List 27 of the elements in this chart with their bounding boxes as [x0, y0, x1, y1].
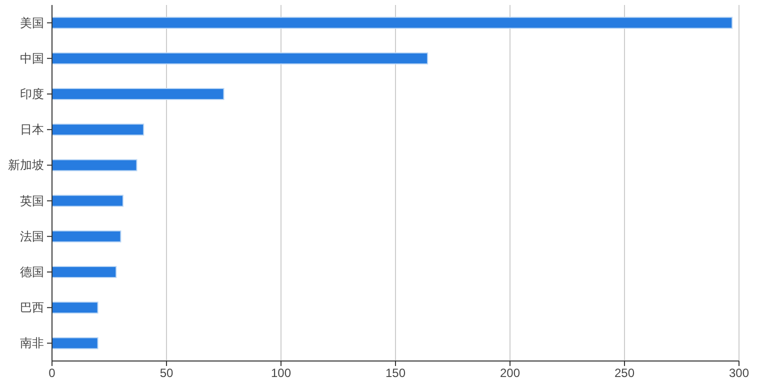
y-tick-label: 法国	[20, 229, 44, 244]
bar	[52, 337, 98, 350]
bar	[52, 302, 98, 314]
x-tick-label: 250	[614, 366, 635, 380]
y-tick-label: 巴西	[20, 300, 44, 315]
bar	[52, 16, 733, 29]
bar	[52, 124, 144, 136]
x-tick-label: 300	[728, 366, 750, 380]
y-tick-label: 新加坡	[8, 158, 44, 172]
x-tick-label: 200	[500, 366, 520, 380]
y-tick-label: 日本	[20, 122, 44, 137]
y-tick-label: 中国	[20, 51, 44, 66]
y-tick-label: 南非	[20, 336, 44, 350]
x-tick-label: 50	[160, 366, 174, 380]
y-tick-label: 美国	[20, 16, 44, 30]
bar	[52, 159, 138, 172]
bar	[52, 230, 122, 242]
bar	[52, 88, 224, 100]
x-tick-label: 100	[270, 366, 292, 380]
bar	[52, 194, 124, 207]
x-tick-label: 0	[48, 366, 56, 380]
bar	[52, 266, 117, 278]
bar	[52, 52, 428, 64]
y-tick-label: 印度	[20, 87, 44, 101]
x-tick-label: 150	[385, 366, 406, 380]
y-tick-label: 英国	[20, 194, 44, 208]
y-tick-label: 德国	[20, 265, 44, 279]
